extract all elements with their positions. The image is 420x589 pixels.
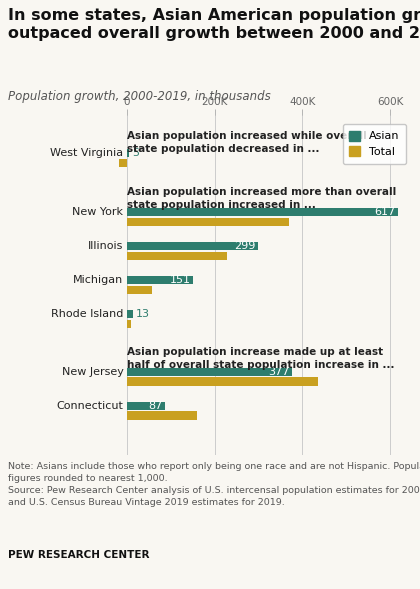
Text: 87: 87: [148, 401, 163, 411]
Bar: [127, 411, 197, 420]
Text: 617: 617: [374, 207, 395, 217]
Text: 151: 151: [170, 275, 191, 285]
Bar: [127, 208, 397, 216]
Text: Asian population increased more than overall
state population increased in ...: Asian population increased more than ove…: [127, 187, 396, 210]
Bar: [127, 310, 133, 318]
Text: West Virginia: West Virginia: [50, 148, 123, 158]
Text: New Jersey: New Jersey: [62, 367, 123, 377]
Bar: [127, 149, 129, 157]
Text: New York: New York: [72, 207, 123, 217]
Text: Michigan: Michigan: [73, 275, 123, 285]
Text: 5: 5: [133, 148, 139, 158]
Text: Note: Asians include those who report only being one race and are not Hispanic. : Note: Asians include those who report on…: [8, 462, 420, 508]
Text: In some states, Asian American population growth
outpaced overall growth between: In some states, Asian American populatio…: [8, 8, 420, 41]
Text: Connecticut: Connecticut: [57, 401, 123, 411]
Text: PEW RESEARCH CENTER: PEW RESEARCH CENTER: [8, 550, 150, 560]
Text: Illinois: Illinois: [88, 241, 123, 251]
Text: 299: 299: [234, 241, 255, 251]
Bar: [127, 252, 227, 260]
Bar: [127, 286, 152, 294]
Bar: [127, 242, 258, 250]
Bar: [119, 158, 127, 167]
Text: 13: 13: [136, 309, 150, 319]
Bar: [127, 402, 165, 410]
Text: 377: 377: [268, 367, 290, 377]
Text: Rhode Island: Rhode Island: [51, 309, 123, 319]
Bar: [127, 276, 193, 284]
Text: Population growth, 2000-2019, in thousands: Population growth, 2000-2019, in thousan…: [8, 90, 271, 103]
Text: Asian population increase made up at least
half of overall state population incr: Asian population increase made up at lea…: [127, 347, 394, 370]
Bar: [127, 320, 131, 328]
Bar: [127, 218, 289, 226]
Bar: [127, 368, 292, 376]
Legend: Asian, Total: Asian, Total: [343, 124, 407, 164]
Text: Asian population increased while overall
state population decreased in ...: Asian population increased while overall…: [127, 131, 367, 154]
Bar: [127, 378, 318, 386]
